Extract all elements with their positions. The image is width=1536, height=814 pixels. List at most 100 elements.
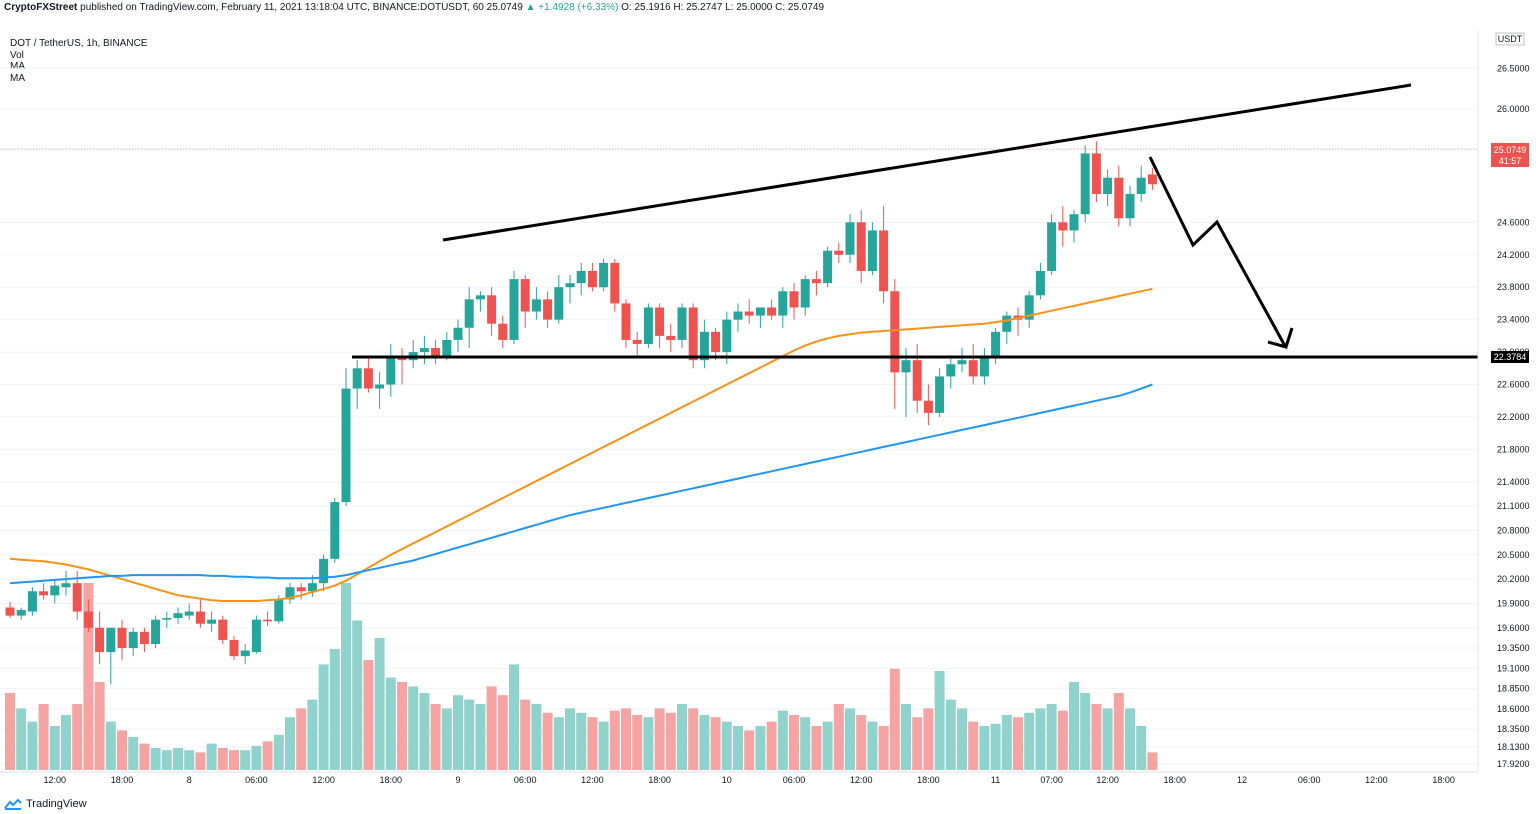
volume-bar [5,693,15,770]
resistance-trendline[interactable] [442,83,1412,242]
candle-body [1136,177,1146,194]
price-tick-label: 18.3500 [1497,724,1530,734]
volume-bar [307,699,318,770]
legend-pair[interactable]: DOT / TetherUS, 1h, BINANCE [10,38,148,49]
volume-bar [318,664,329,770]
candle-body [50,585,60,596]
volume-bar [923,708,934,770]
legend-ma-2[interactable]: MA [10,72,25,84]
volume-bar [957,708,967,770]
volume-bar [497,695,508,770]
projection-arrow[interactable] [1148,156,1287,347]
volume-bar [240,750,251,770]
time-tick-label: 18:00 [917,775,940,785]
volume-bar [945,699,956,770]
candle-body [711,331,721,353]
candle-body [688,307,698,361]
volume-bar [553,717,564,770]
candle-body [946,364,956,377]
time-tick-label: 12:00 [312,775,335,785]
candle-body [1069,214,1079,231]
volume-bar [755,726,766,770]
candle-body [699,331,709,361]
volume-bar [117,730,127,770]
volume-bar [733,726,743,770]
candle-body [655,307,665,336]
legend-vol[interactable]: Vol [10,49,24,61]
time-tick-label: 12 [1237,775,1247,785]
volume-bar [385,677,396,770]
candle-body [487,295,497,324]
price-tick-label: 23.8000 [1497,282,1530,292]
candle-body [27,591,37,612]
candle-body [722,319,732,353]
candle-body [464,299,474,328]
candle-body [755,307,765,316]
candle-body [643,307,653,344]
volume-bar [665,712,676,770]
ma-slow-line [9,383,1153,585]
candle-body [117,627,127,649]
publisher-name: CryptoFXStreet [4,2,78,13]
candle-body [453,327,463,340]
candle-body [1035,270,1045,296]
candle-body [621,303,631,340]
volume-bar [128,737,139,770]
candle-body [229,639,239,657]
volume-bar [598,721,609,770]
volume-bar [374,638,385,770]
volume-bar [699,715,710,770]
volume-bar [766,721,777,770]
publish-header: CryptoFXStreet published on TradingView.… [4,2,825,13]
time-tick-label: 06:00 [514,775,537,785]
countdown-label: 41:57 [1499,156,1522,166]
price-tick-label: 19.9000 [1497,598,1530,608]
candle-body [1002,315,1012,332]
candle-body [800,279,810,308]
time-tick-label: 12:00 [1096,775,1119,785]
volume-bar [195,752,206,770]
volume-bar [833,704,844,770]
candle-body [95,627,105,653]
candle-body [744,311,754,316]
candle-body [61,583,71,588]
volume-bar [1113,693,1124,770]
volume-bar [16,708,27,770]
volume-bar [27,721,38,770]
symbol-text: BINANCE:DOTUSDT, 60 [372,2,484,13]
volume-bar [419,693,430,770]
volume-bar [710,717,721,770]
candle-body [543,299,553,320]
volume-bar [173,748,183,770]
volume-bar [520,699,531,770]
volume-bar [49,726,60,770]
candle-body [509,279,519,340]
candle-body [173,613,183,619]
volume-bar [329,649,340,770]
volume-bar [273,734,284,770]
legend-ma-1[interactable]: MA [10,61,25,72]
time-tick-label: 06:00 [1298,775,1321,785]
candle-body [442,339,452,357]
candle-body [979,356,989,377]
time-tick-label: 06:00 [245,775,268,785]
time-tick-label: 18:00 [111,775,134,785]
candle-body [823,250,833,284]
price-tick-label: 22.2000 [1497,412,1530,422]
price-tick-label: 20.2000 [1497,574,1530,584]
volume-bar [1136,726,1147,770]
time-tick-label: 18:00 [1164,775,1187,785]
candle-body [251,619,261,653]
price-tick-label: 21.8000 [1497,444,1530,454]
candle-body [935,376,945,413]
volume-bar [878,726,889,770]
volume-bar [621,708,631,770]
volume-bar [1102,708,1113,770]
candle-body [151,619,161,644]
candle-body [845,222,855,255]
price-tick-label: 18.8500 [1497,684,1530,694]
tradingview-brand: TradingView [26,798,87,810]
tradingview-footer[interactable]: TradingView [4,798,87,810]
current-price-badge: 25.0749 41:57 [1491,143,1529,167]
